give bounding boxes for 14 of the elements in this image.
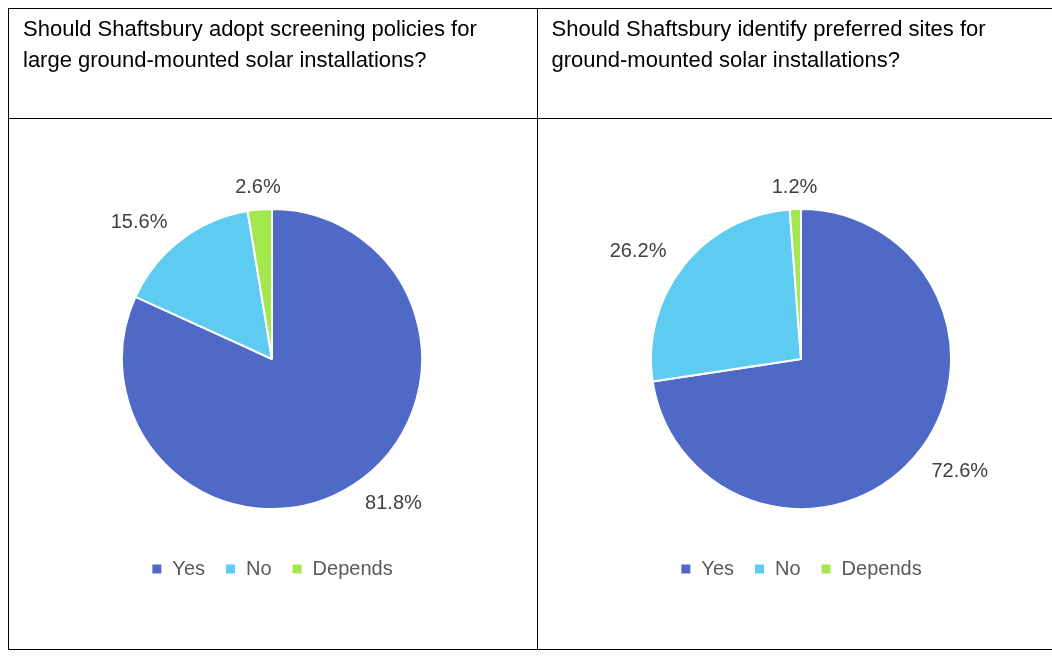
legend-label: No [774, 556, 801, 579]
data-label: 26.2% [609, 239, 667, 262]
data-label: 2.6% [235, 175, 281, 198]
data-label: 1.2% [771, 174, 818, 197]
legend-label: No [246, 556, 272, 579]
data-label: 15.6% [110, 209, 168, 232]
chart-title: Should Shaftsbury adopt screening policies for large ground-mounted solar installations? [23, 16, 477, 72]
legend-label: Depends [312, 556, 393, 579]
data-label: 72.6% [930, 458, 988, 481]
legend-label: Depends [841, 556, 922, 579]
data-label: 81.8% [365, 491, 422, 514]
legend-label: Yes [700, 556, 734, 579]
chart-title: Should Shaftsbury identify preferred sites for ground-mounted solar installations? [551, 16, 986, 72]
legend-label: Yes [172, 556, 206, 579]
